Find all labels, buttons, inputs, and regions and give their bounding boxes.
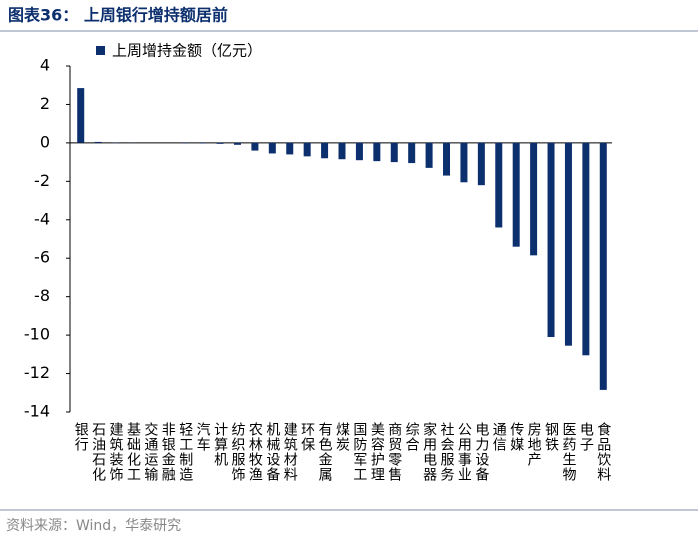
bar (304, 143, 311, 156)
bar (548, 143, 555, 337)
x-tick-label: 环保 (299, 422, 315, 452)
bar (478, 143, 485, 185)
legend-label: 上周增持金额（亿元） (112, 42, 262, 60)
bar (565, 143, 572, 346)
y-tick-label: -14 (24, 402, 50, 421)
x-tick-label: 纺织服饰 (229, 422, 245, 482)
x-tick-label: 传媒 (508, 422, 524, 452)
bar (321, 143, 328, 158)
source-note: 资料来源：Wind，华泰研究 (6, 518, 181, 534)
bar (356, 143, 363, 160)
bar (391, 143, 398, 162)
x-tick-label: 机械设备 (264, 422, 280, 482)
x-tick-label: 医药生物 (560, 422, 576, 482)
bar (77, 88, 84, 143)
y-tick-label: 0 (40, 132, 50, 151)
x-tick-label: 通信 (491, 422, 507, 452)
x-tick-label: 家用电器 (421, 421, 437, 482)
x-tick-label: 银行 (73, 422, 89, 452)
y-tick-label: -4 (34, 209, 50, 228)
x-tick-label: 电力设备 (473, 422, 489, 482)
bar (286, 143, 293, 155)
chart-title: 图表36： 上周银行增持额居前 (8, 6, 228, 25)
x-tick-label: 商贸零售 (386, 422, 402, 482)
bar (443, 143, 450, 176)
bar (513, 143, 520, 247)
x-tick-label: 煤炭 (334, 422, 350, 452)
y-tick-label: -6 (34, 248, 50, 267)
x-tick-label: 社会服务 (439, 422, 455, 482)
y-tick-label: 4 (40, 56, 50, 75)
bar (217, 143, 224, 144)
bar (408, 143, 415, 163)
bar (495, 143, 502, 228)
bar (426, 143, 433, 168)
x-tick-label: 有色金属 (317, 422, 333, 482)
x-tick-label: 综合 (404, 422, 420, 452)
bar (373, 143, 380, 161)
x-tick-label: 钢铁 (543, 422, 559, 452)
bar (251, 143, 258, 151)
x-tick-label: 国防军工 (351, 422, 367, 482)
bar (600, 143, 607, 390)
x-tick-label: 汽车 (195, 422, 211, 452)
y-tick-label: -12 (24, 363, 50, 382)
bar (460, 143, 467, 182)
bar (199, 143, 206, 144)
bar (269, 143, 276, 154)
x-tick-label: 石油石化 (90, 422, 106, 482)
x-tick-label: 公用事业 (456, 422, 472, 482)
y-tick-label: -10 (24, 325, 50, 344)
x-tick-label: 基础化工 (125, 421, 141, 482)
y-tick-label: -8 (34, 286, 50, 305)
bar (95, 142, 102, 143)
x-tick-label: 房地产 (526, 422, 542, 467)
legend-swatch (96, 46, 105, 55)
x-tick-label: 非银金融 (160, 422, 176, 482)
x-tick-label: 美容护理 (369, 422, 385, 482)
bar (234, 143, 241, 145)
x-tick-label: 轻工制造 (177, 422, 193, 482)
y-tick-label: -2 (34, 171, 50, 190)
y-tick-label: 2 (40, 94, 50, 113)
x-tick-label: 食品饮料 (595, 421, 611, 482)
x-tick-label: 建筑装饰 (108, 422, 124, 482)
x-tick-label: 电子 (578, 422, 594, 452)
x-tick-label: 农林牧渔 (247, 422, 263, 482)
x-tick-label: 计算机 (212, 422, 228, 467)
bar (582, 143, 589, 355)
x-tick-label: 交通运输 (142, 421, 158, 482)
bar (530, 143, 537, 255)
bar (339, 143, 346, 159)
x-tick-label: 建筑材料 (282, 422, 298, 482)
